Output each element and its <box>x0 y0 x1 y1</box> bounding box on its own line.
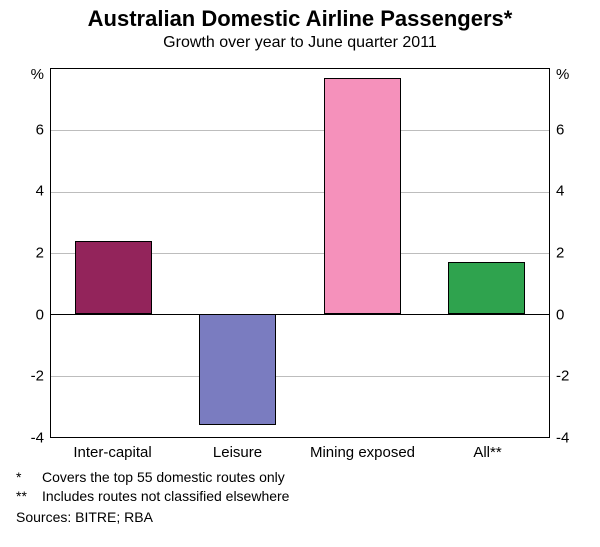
bar <box>199 314 276 424</box>
ytick-left: 6 <box>36 121 50 138</box>
plot-wrapper: % % -4-4-2-200224466Inter-capitalLeisure… <box>50 68 550 438</box>
ytick-right: 2 <box>550 245 564 262</box>
sources: Sources: BITRE; RBA <box>16 508 584 527</box>
ytick-right: 0 <box>550 306 564 323</box>
xtick-label: Inter-capital <box>73 438 151 461</box>
xtick-label: Leisure <box>213 438 262 461</box>
footnote-1: * Covers the top 55 domestic routes only <box>16 468 584 487</box>
zero-line <box>51 314 549 315</box>
gridline <box>51 376 549 377</box>
bar <box>75 241 152 315</box>
footnote-1-text: Covers the top 55 domestic routes only <box>42 468 285 487</box>
ytick-right: 4 <box>550 183 564 200</box>
ytick-right: -4 <box>550 430 569 447</box>
xtick-label: Mining exposed <box>310 438 415 461</box>
ytick-left: 4 <box>36 183 50 200</box>
ytick-left: -2 <box>31 368 50 385</box>
chart-subtitle: Growth over year to June quarter 2011 <box>0 34 600 52</box>
bar <box>448 262 525 314</box>
y-unit-right: % <box>550 66 569 83</box>
gridline <box>51 192 549 193</box>
footnote-2-text: Includes routes not classified elsewhere <box>42 487 289 506</box>
ytick-left: 2 <box>36 245 50 262</box>
chart-container: Australian Domestic Airline Passengers* … <box>0 0 600 547</box>
footnote-2: ** Includes routes not classified elsewh… <box>16 487 584 506</box>
footnote-2-mark: ** <box>16 487 42 506</box>
ytick-right: -2 <box>550 368 569 385</box>
plot-area <box>50 68 550 438</box>
gridline <box>51 130 549 131</box>
footnote-1-mark: * <box>16 468 42 487</box>
xtick-label: All** <box>473 438 501 461</box>
ytick-left: -4 <box>31 430 50 447</box>
bar <box>324 78 401 314</box>
ytick-left: 0 <box>36 306 50 323</box>
ytick-right: 6 <box>550 121 564 138</box>
chart-title: Australian Domestic Airline Passengers* <box>0 0 600 32</box>
footnotes: * Covers the top 55 domestic routes only… <box>16 468 584 527</box>
y-unit-left: % <box>31 66 50 83</box>
